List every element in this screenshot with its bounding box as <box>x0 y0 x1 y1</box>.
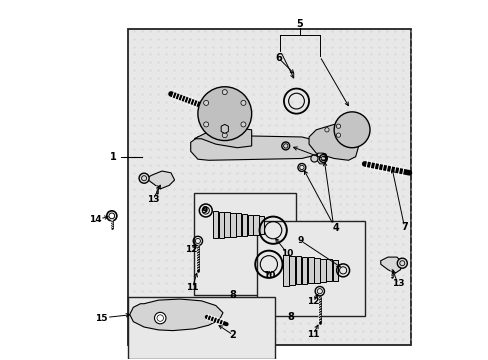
Text: 3: 3 <box>319 153 326 163</box>
Bar <box>224 212 229 237</box>
Polygon shape <box>316 153 326 164</box>
Text: 1: 1 <box>110 152 117 162</box>
Bar <box>301 257 307 284</box>
Text: 10: 10 <box>281 249 293 258</box>
Bar <box>194 193 296 295</box>
Text: 9: 9 <box>201 206 207 215</box>
Bar <box>332 260 338 281</box>
Polygon shape <box>194 128 251 148</box>
Text: 13: 13 <box>146 195 159 204</box>
Circle shape <box>324 128 328 132</box>
Text: 4: 4 <box>332 224 339 233</box>
Circle shape <box>222 133 227 138</box>
Text: 9: 9 <box>297 237 304 246</box>
Circle shape <box>139 173 149 183</box>
Bar <box>289 256 294 285</box>
Bar <box>295 256 301 284</box>
Bar <box>230 213 235 237</box>
Circle shape <box>336 124 340 129</box>
Polygon shape <box>380 257 402 273</box>
Text: 7: 7 <box>400 222 407 231</box>
Bar <box>218 212 224 238</box>
Bar <box>128 297 274 359</box>
Text: 8: 8 <box>229 291 236 301</box>
Polygon shape <box>190 135 323 160</box>
Circle shape <box>203 100 208 105</box>
Text: 12: 12 <box>185 246 197 255</box>
Circle shape <box>333 112 369 148</box>
Bar <box>128 30 410 345</box>
Circle shape <box>157 315 163 321</box>
Polygon shape <box>212 107 223 117</box>
Circle shape <box>222 90 227 95</box>
Bar <box>320 259 325 282</box>
Bar <box>212 211 218 238</box>
Bar <box>257 221 364 316</box>
Bar <box>313 258 319 283</box>
Bar <box>236 213 241 236</box>
Text: 11: 11 <box>186 283 198 292</box>
Polygon shape <box>129 299 223 330</box>
Polygon shape <box>221 125 228 134</box>
Bar <box>283 255 288 285</box>
Bar <box>253 215 258 235</box>
Circle shape <box>203 122 208 127</box>
Polygon shape <box>145 171 174 189</box>
Bar <box>259 216 264 234</box>
Text: 2: 2 <box>229 330 236 340</box>
Circle shape <box>336 133 340 137</box>
Text: 10: 10 <box>263 270 275 279</box>
Circle shape <box>396 258 407 268</box>
Text: 6: 6 <box>275 53 282 63</box>
Text: 8: 8 <box>287 312 294 322</box>
Circle shape <box>310 155 317 162</box>
Circle shape <box>241 122 245 127</box>
Circle shape <box>241 100 245 105</box>
Circle shape <box>198 87 251 140</box>
Text: 14: 14 <box>89 215 102 224</box>
Polygon shape <box>308 125 359 160</box>
Text: 13: 13 <box>391 279 404 288</box>
Text: 5: 5 <box>296 19 303 29</box>
Text: 11: 11 <box>306 330 319 339</box>
Bar <box>242 214 246 236</box>
Bar <box>247 215 252 235</box>
Text: 12: 12 <box>306 297 319 306</box>
Bar <box>307 257 313 283</box>
Bar <box>326 259 331 282</box>
Text: 15: 15 <box>95 314 107 323</box>
Circle shape <box>154 312 165 324</box>
